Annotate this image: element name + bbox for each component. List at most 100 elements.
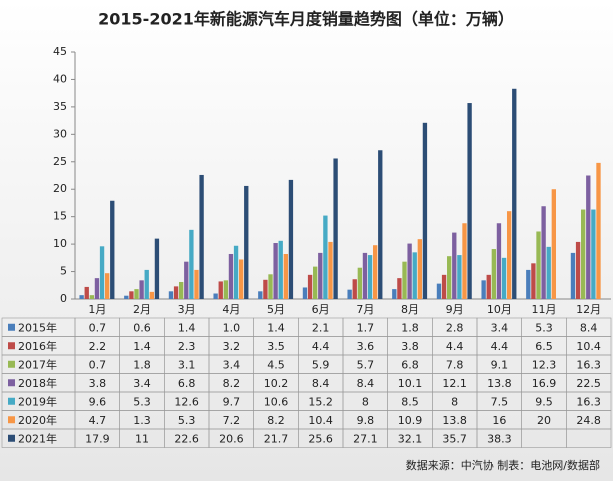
table-value: 5.3 <box>133 395 151 408</box>
bar <box>372 245 378 299</box>
bar <box>194 269 199 299</box>
table-value: 3.4 <box>491 321 509 334</box>
table-value: 15.2 <box>308 395 333 408</box>
bar <box>273 243 278 299</box>
table-value: 6.5 <box>535 340 553 353</box>
table-value: 8.4 <box>580 321 598 334</box>
table-value: 10.9 <box>398 414 423 427</box>
legend-label: 2021年 <box>18 431 57 445</box>
x-tick-label: 6月 <box>312 303 330 316</box>
bar <box>457 255 462 299</box>
bar <box>506 211 512 299</box>
bar <box>307 274 313 299</box>
bar <box>263 279 268 299</box>
table-value: 3.8 <box>401 340 419 353</box>
bar <box>512 88 517 299</box>
bar <box>392 289 397 299</box>
y-tick-label: 45 <box>53 45 67 58</box>
y-tick-label: 10 <box>53 237 67 250</box>
table-value: 27.1 <box>353 432 378 445</box>
bar <box>283 253 288 299</box>
table-value: 8.2 <box>223 377 241 390</box>
bar <box>173 286 179 299</box>
bar <box>347 289 352 299</box>
bar <box>367 255 373 299</box>
bar <box>575 241 581 299</box>
table-value: 4.4 <box>491 340 509 353</box>
y-tick-label: 30 <box>53 127 67 140</box>
table-value: 8.4 <box>312 377 330 390</box>
table-value: 9.1 <box>491 358 509 371</box>
table-value: 21.7 <box>264 432 289 445</box>
bar <box>531 263 536 299</box>
table-value: 3.5 <box>267 340 285 353</box>
bar <box>412 252 417 299</box>
table-value: 6.8 <box>401 358 419 371</box>
table-value: 0.7 <box>89 321 107 334</box>
table-value: 13.8 <box>442 414 467 427</box>
table-value: 0.7 <box>89 358 107 371</box>
table-value: 16.9 <box>532 377 557 390</box>
x-tick-label: 8月 <box>401 303 419 316</box>
bar <box>278 240 283 299</box>
table-value: 2.8 <box>446 321 464 334</box>
bar <box>228 253 234 299</box>
table-value: 9.6 <box>89 395 107 408</box>
table-value: 6.8 <box>178 377 196 390</box>
table-value: 8.4 <box>357 377 375 390</box>
table-value: 1.3 <box>133 414 151 427</box>
table-value: 32.1 <box>398 432 423 445</box>
table-value: 10.1 <box>398 377 423 390</box>
bar <box>441 274 447 299</box>
bar <box>288 179 294 299</box>
bar <box>233 245 239 299</box>
bar <box>154 238 160 299</box>
bar <box>139 280 144 299</box>
bar <box>302 287 308 299</box>
bar <box>94 278 100 299</box>
bar <box>496 223 502 299</box>
bar <box>328 241 333 299</box>
x-tick-label: 10月 <box>487 303 512 316</box>
table-value: 5.3 <box>178 414 196 427</box>
table-value: 2.3 <box>178 340 196 353</box>
table-value: 4.7 <box>89 414 107 427</box>
bar <box>581 209 586 299</box>
bar <box>313 266 318 299</box>
chart-title: 2015-2021年新能源汽车月度销量趋势图（单位：万辆） <box>98 10 514 29</box>
table-value: 7.8 <box>446 358 464 371</box>
source-note: 数据来源：中汽协 制表：电池网/数据部 <box>406 458 600 472</box>
x-tick-label: 5月 <box>267 303 285 316</box>
bar <box>417 239 422 299</box>
bar <box>467 103 472 300</box>
table-value: 8.2 <box>267 414 285 427</box>
table-value: 11 <box>135 432 149 445</box>
bar <box>436 283 442 299</box>
table-value: 35.7 <box>442 432 467 445</box>
bar <box>318 252 323 299</box>
bar <box>168 291 174 299</box>
table-value: 10.6 <box>264 395 289 408</box>
x-tick-label: 12月 <box>576 303 601 316</box>
table-value: 8.5 <box>401 395 419 408</box>
bar <box>129 291 134 299</box>
table-value: 10.4 <box>576 340 601 353</box>
table-value: 24.8 <box>576 414 601 427</box>
bar <box>149 291 154 299</box>
bar <box>407 243 412 299</box>
bar <box>110 200 115 299</box>
x-tick-label: 3月 <box>178 303 196 316</box>
table-value: 1.8 <box>133 358 151 371</box>
table-value: 17.9 <box>85 432 110 445</box>
bar <box>491 249 497 299</box>
table-value: 16.3 <box>576 358 601 371</box>
y-tick-label: 0 <box>60 292 67 305</box>
bar <box>586 175 591 299</box>
legend-key <box>8 397 15 405</box>
bar <box>189 229 194 299</box>
table-value: 3.8 <box>89 377 107 390</box>
legend-label: 2015年 <box>18 320 57 334</box>
bar <box>333 158 338 299</box>
bar <box>199 174 204 299</box>
